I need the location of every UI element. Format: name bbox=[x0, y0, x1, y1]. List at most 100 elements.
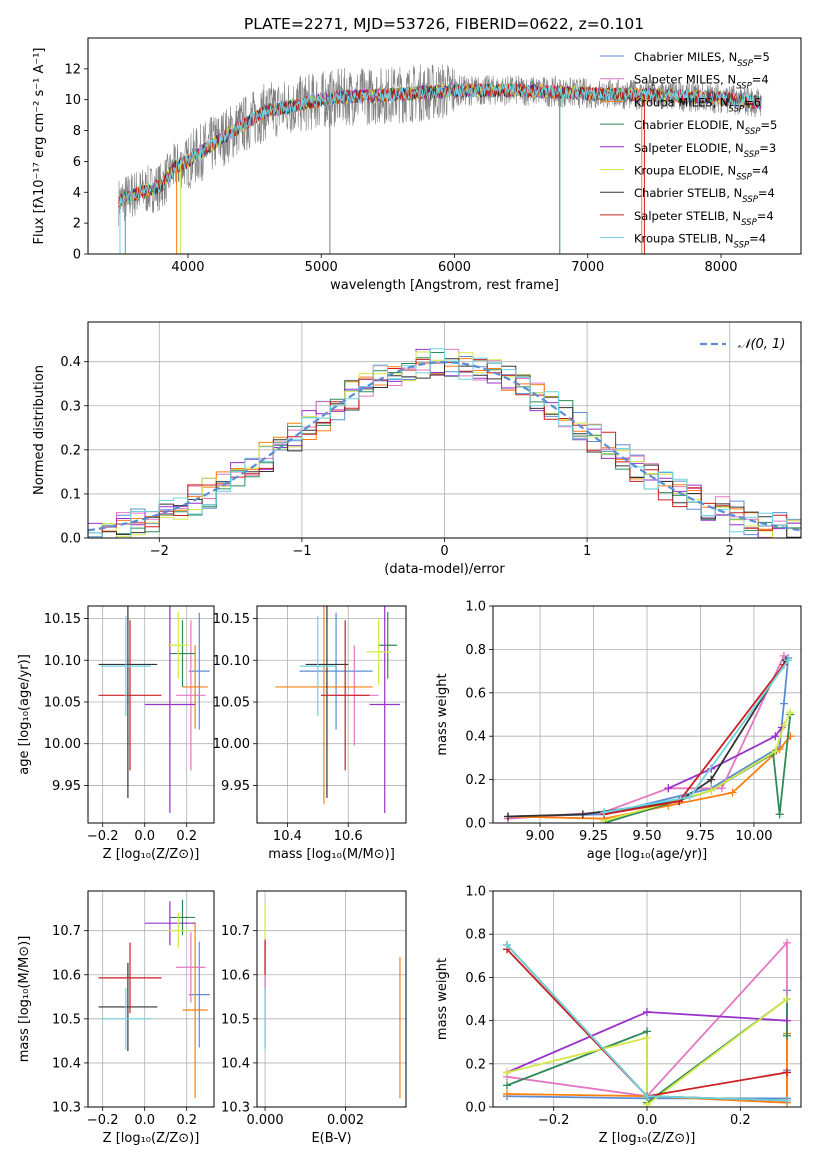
mass_vs_Z-errorbars bbox=[98, 899, 210, 1099]
weight_vs_age-xtick-label: 9.00 bbox=[526, 829, 555, 844]
spectrum-ytick-label: 2 bbox=[73, 217, 81, 232]
age_vs_Z-ytick-label: 9.95 bbox=[52, 779, 81, 794]
residuals-ytick-label: 0.0 bbox=[60, 532, 81, 547]
spectrum-lines bbox=[118, 64, 762, 254]
weight_vs_Z-ytick-label: 0.2 bbox=[465, 1057, 486, 1072]
residuals-ytick-label: 0.2 bbox=[60, 443, 81, 458]
spectrum-ytick-label: 10 bbox=[64, 93, 81, 108]
legend-label: Kroupa MILES, NSSP=6 bbox=[634, 95, 761, 114]
legend-label: Chabrier STELIB, NSSP=4 bbox=[634, 186, 775, 205]
weight_vs_age-axes: 9.00 9.25 9.50 9.75 10.00 0.0 0.2 0.4 0.6 0.8 1.0 a… bbox=[435, 600, 802, 862]
normal-legend-label: 𝒩(0, 1) bbox=[738, 337, 785, 352]
residual-histograms bbox=[88, 348, 801, 538]
mass_vs_Z-xtick-label: 0.2 bbox=[176, 1113, 197, 1128]
weight_vs_age-series-2 bbox=[507, 735, 791, 820]
mass_vs_Z-ytick-label: 10.6 bbox=[52, 968, 81, 983]
spectrum-model-line-7 bbox=[118, 82, 762, 206]
weight_vs_Z-ytick-label: 0.8 bbox=[465, 928, 486, 943]
mass_vs_Z-ytick-label: 10.5 bbox=[52, 1012, 81, 1027]
spectrum-ytick-label: 0 bbox=[73, 248, 81, 263]
weight_vs_age-marker bbox=[771, 747, 780, 756]
weight_vs_Z-frame bbox=[492, 890, 802, 1108]
mass_vs_Z-frame bbox=[87, 890, 215, 1108]
weight_vs_age-xtick-label: 10.00 bbox=[735, 829, 772, 844]
age_vs_mass-ytick-label: 10.00 bbox=[213, 737, 250, 752]
weight_vs_Z-ytick-label: 1.0 bbox=[465, 885, 486, 900]
spectrum-axes: 4000 5000 6000 7000 8000 0 2 4 6 8 10 12 wavelength … bbox=[32, 37, 802, 293]
age_vs_Z-xtick-label: −0.2 bbox=[87, 829, 119, 844]
weight_vs_age-marker bbox=[779, 651, 788, 660]
residuals-xlabel: (data-model)/error bbox=[384, 562, 505, 577]
weight_vs_Z-marker bbox=[643, 1033, 651, 1042]
mass_vs_ebv-ytick-label: 10.3 bbox=[221, 1101, 250, 1116]
weight_vs_age-lines bbox=[503, 651, 795, 823]
weight_vs_age-xlabel: age [log₁₀(age/yr)] bbox=[587, 847, 708, 862]
residuals-xtick-label: 1 bbox=[583, 544, 591, 559]
age_vs_Z-ytick-label: 10.00 bbox=[44, 737, 81, 752]
weight_vs_Z-marker bbox=[783, 1016, 791, 1025]
spectrum-ylabel: Flux [fλ10⁻¹⁷ erg cm⁻² s⁻¹ A⁻¹] bbox=[32, 48, 47, 245]
weight_vs_age-ytick-label: 0.8 bbox=[465, 643, 486, 658]
age_vs_mass-ytick-label: 9.95 bbox=[221, 779, 250, 794]
weight_vs_age-marker bbox=[784, 656, 793, 665]
weight_vs_Z-xtick-label: −0.2 bbox=[538, 1113, 570, 1128]
spectrum-xtick-label: 4000 bbox=[171, 260, 204, 275]
residuals-xtick-label: −1 bbox=[292, 544, 311, 559]
age_vs_mass-ytick-label: 10.10 bbox=[213, 654, 250, 669]
weight_vs_age-series-5 bbox=[603, 711, 792, 822]
age_vs_mass-ytick-label: 10.05 bbox=[213, 695, 250, 710]
mass_vs_ebv-ytick-label: 10.5 bbox=[221, 1012, 250, 1027]
residuals-ytick-label: 0.4 bbox=[60, 355, 81, 370]
weight_vs_age-marker bbox=[717, 784, 726, 793]
age_vs_Z-xlabel: Z [log₁₀(Z/Z⊙)] bbox=[103, 847, 200, 862]
weight_vs_age-series-0 bbox=[507, 658, 790, 818]
mass_vs_ebv-ytick-label: 10.7 bbox=[221, 924, 250, 939]
legend-label: Kroupa STELIB, NSSP=4 bbox=[634, 232, 766, 251]
weight_vs_Z-marker bbox=[783, 938, 791, 947]
weight_vs_Z-lines bbox=[503, 938, 791, 1107]
weight_vs_age-marker bbox=[578, 810, 587, 819]
weight_vs_age-marker bbox=[600, 808, 609, 817]
spectrum-ytick-label: 12 bbox=[64, 62, 81, 77]
age_vs_mass-frame bbox=[256, 605, 407, 824]
weight_vs_Z-series-5 bbox=[506, 998, 788, 1107]
weight_vs_Z-marker bbox=[643, 1100, 651, 1107]
weight_vs_age-xtick-label: 9.25 bbox=[579, 829, 608, 844]
weight_vs_age-ytick-label: 0.2 bbox=[465, 773, 486, 788]
weight_vs_Z-ylabel: mass weight bbox=[435, 958, 450, 1040]
weight_vs_Z-xtick-label: 0.2 bbox=[730, 1113, 751, 1128]
age_vs_mass-errorbars bbox=[275, 606, 400, 813]
mass_vs_Z-axes: −0.2 0.0 0.2 10.3 10.4 10.5 10.6 10.7 Z [log₁₀(Z… bbox=[17, 890, 215, 1146]
weight_vs_age-series-1 bbox=[507, 655, 785, 820]
weight_vs_age-marker bbox=[786, 708, 795, 717]
weight_vs_Z-marker bbox=[503, 941, 511, 949]
age_vs_mass-xtick-label: 10.4 bbox=[273, 829, 302, 844]
legend-label: Salpeter ELODIE, NSSP=3 bbox=[634, 141, 776, 160]
weight_vs_Z-marker bbox=[783, 995, 791, 1003]
weight_vs_Z-marker bbox=[503, 1068, 511, 1077]
spectrum-xtick-label: 8000 bbox=[704, 260, 737, 275]
weight_vs_Z-marker bbox=[783, 1068, 791, 1077]
mass_vs_Z-xtick-label: 0.0 bbox=[134, 1113, 155, 1128]
residuals-xtick-label: −2 bbox=[150, 544, 169, 559]
age_vs_Z-errorbars bbox=[98, 606, 210, 813]
age_vs_mass-xtick-label: 10.6 bbox=[334, 829, 363, 844]
mass_vs_ebv-xtick-label: 0.002 bbox=[327, 1113, 364, 1128]
residuals-axes: −2 −1 0 1 2 0.0 0.1 0.2 0.3 0.4 (data-model)/error… bbox=[32, 321, 802, 577]
mass_vs_Z-ytick-label: 10.3 bbox=[52, 1101, 81, 1116]
mass_vs_ebv-ytick-label: 10.4 bbox=[221, 1056, 250, 1071]
spectrum-xtick-label: 5000 bbox=[305, 260, 338, 275]
age_vs_Z-xtick-label: 0.0 bbox=[134, 829, 155, 844]
weight_vs_age-marker bbox=[664, 784, 673, 793]
age_vs_Z-axes: −0.2 0.0 0.2 9.95 10.00 10.05 10.10 10.15 Z [log… bbox=[17, 605, 215, 862]
weight_vs_Z-ytick-label: 0.0 bbox=[465, 1101, 486, 1116]
weight_vs_age-marker bbox=[728, 788, 737, 797]
weight_vs_age-xtick-label: 9.75 bbox=[686, 829, 715, 844]
mass_vs_Z-ylabel: mass [log₁₀(M/M⊙)] bbox=[17, 936, 32, 1063]
weight_vs_Z-xlabel: Z [log₁₀(Z/Z⊙)] bbox=[599, 1131, 696, 1146]
mass_vs_Z-ytick-label: 10.4 bbox=[52, 1056, 81, 1071]
age_vs_Z-ytick-label: 10.15 bbox=[44, 612, 81, 627]
spectrum-ytick-label: 6 bbox=[73, 155, 81, 170]
spectrum-model-line-8 bbox=[118, 82, 762, 205]
legend-label: Kroupa ELODIE, NSSP=4 bbox=[634, 164, 769, 183]
